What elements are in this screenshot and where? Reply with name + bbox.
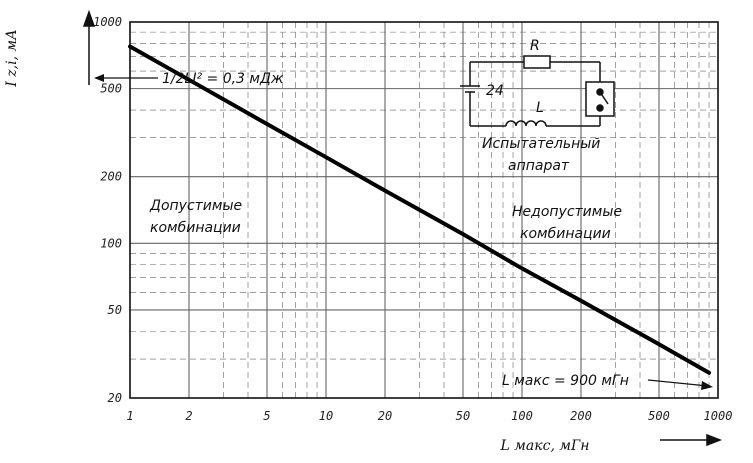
series-point xyxy=(707,371,711,375)
lmax-annotation: L макс = 900 мГн xyxy=(502,373,713,390)
series-point xyxy=(657,342,661,346)
y-axis-arrow xyxy=(82,9,96,85)
svg-text:L макс = 900 мГн: L макс = 900 мГн xyxy=(502,373,629,389)
y-axis-label: I z,i, мА xyxy=(4,29,20,87)
y-tick-label: 1000 xyxy=(93,15,122,29)
apparatus-label-2: аппарат xyxy=(508,158,570,174)
allowed-region-label-1: Допустимые xyxy=(149,198,242,214)
x-tick-label: 50 xyxy=(456,409,470,423)
x-tick-label: 2 xyxy=(185,409,192,423)
x-tick-label: 20 xyxy=(378,409,392,423)
series-point xyxy=(383,189,387,193)
y-tick-label: 100 xyxy=(100,236,122,250)
x-tick-label: 100 xyxy=(511,409,533,423)
x-tick-label: 500 xyxy=(648,409,670,423)
x-tick-label: 5 xyxy=(263,409,270,423)
y-axis-ticks: 20 50 100 200 500 1000 xyxy=(93,15,122,405)
y-tick-label: 20 xyxy=(108,391,122,405)
x-axis-label: L макс, мГн xyxy=(500,438,590,454)
circuit-inductor-label: L xyxy=(536,100,544,116)
plot-border xyxy=(129,21,719,399)
allowed-region-label-2: комбинации xyxy=(150,220,241,236)
series-point xyxy=(579,299,583,303)
forbidden-region-label-2: комбинации xyxy=(520,226,611,242)
series-line xyxy=(128,44,712,375)
svg-text:1/2LI² = 0,3 мДж: 1/2LI² = 0,3 мДж xyxy=(162,71,284,87)
series-point xyxy=(520,266,524,270)
circuit-resistor-label: R xyxy=(530,38,540,54)
series-point xyxy=(128,44,132,48)
series-point xyxy=(187,78,191,82)
energy-annotation: 1/2LI² = 0,3 мДж xyxy=(94,71,284,87)
plot-frame xyxy=(129,21,719,399)
x-tick-label: 10 xyxy=(319,409,333,423)
series-layer xyxy=(128,44,712,375)
test-circuit-diagram xyxy=(460,55,615,127)
x-tick-label: 200 xyxy=(570,409,592,423)
x-axis-ticks: 1 2 5 10 20 50 100 200 500 1000 xyxy=(126,409,732,423)
y-tick-label: 500 xyxy=(100,82,122,96)
series-point xyxy=(265,122,269,126)
series-point xyxy=(324,155,328,159)
y-tick-label: 50 xyxy=(108,303,122,317)
series-point xyxy=(461,232,465,236)
apparatus-label-1: Испытательный xyxy=(482,136,600,152)
x-tick-label: 1 xyxy=(126,409,133,423)
x-axis-arrow xyxy=(660,433,723,447)
circuit-voltage-label: 24 xyxy=(486,83,504,99)
y-tick-label: 200 xyxy=(100,170,122,184)
x-tick-label: 1000 xyxy=(704,409,733,423)
forbidden-region-label-1: Недопустимые xyxy=(512,204,622,220)
